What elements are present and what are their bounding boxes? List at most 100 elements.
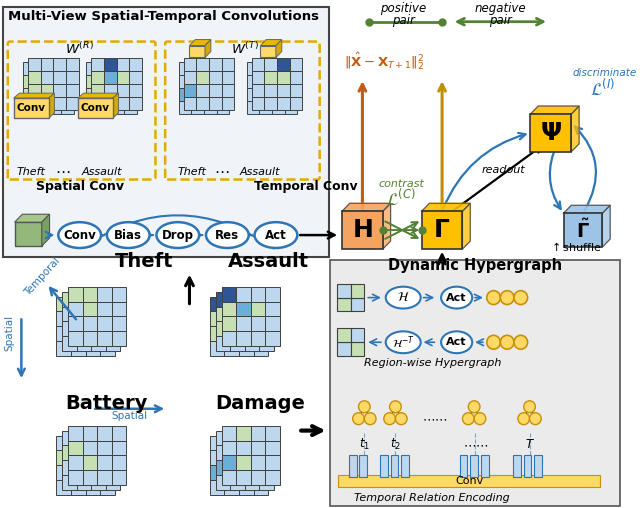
Bar [68,302,83,316]
Polygon shape [189,46,205,57]
Bar [216,446,230,460]
Text: Spatial Conv: Spatial Conv [36,180,124,194]
Bar [253,326,268,341]
Bar [217,101,229,114]
Bar [470,455,478,477]
Text: $W^{(T)}$: $W^{(T)}$ [231,42,259,57]
Text: Damage: Damage [216,394,305,413]
Bar [251,455,265,470]
Bar [204,62,217,75]
Ellipse shape [107,222,150,248]
Bar [97,331,112,346]
Bar [210,465,225,480]
Polygon shape [383,203,390,249]
Bar [49,62,61,75]
Bar [221,71,234,84]
Bar [62,292,77,306]
Text: negative: negative [475,2,526,15]
Bar [253,435,268,451]
Circle shape [487,335,500,349]
Bar [253,297,268,311]
Bar [56,480,71,495]
Circle shape [364,412,376,425]
Text: $\mathcal{L}^{(C)}$: $\mathcal{L}^{(C)}$ [387,188,416,209]
Bar [104,71,116,84]
Bar [225,341,239,356]
Bar [422,211,463,249]
Bar [216,475,230,490]
Bar [62,431,77,446]
Bar [221,426,236,440]
Bar [349,455,356,477]
Bar [92,431,106,446]
Bar [112,75,124,88]
Bar [184,71,196,84]
Bar [277,71,289,84]
Bar [99,62,112,75]
Bar [247,75,259,88]
Bar [56,435,71,451]
Bar [259,475,274,490]
Bar [179,101,191,114]
Bar [86,297,100,311]
Polygon shape [602,205,610,247]
Text: Bias: Bias [115,229,142,242]
Polygon shape [422,203,470,211]
Polygon shape [342,203,390,211]
Bar [236,426,251,440]
Bar [71,341,86,356]
Bar [239,297,253,311]
Bar [100,480,115,495]
Circle shape [514,335,527,349]
Bar [259,75,272,88]
Bar [77,322,92,336]
Bar [61,75,74,88]
Bar [92,84,104,97]
Bar [253,480,268,495]
Circle shape [463,412,474,425]
Bar [390,455,398,477]
Bar [97,302,112,316]
Text: pair: pair [489,14,512,27]
Bar [245,306,259,322]
Bar [36,75,49,88]
Text: $\cdots$: $\cdots$ [56,163,71,177]
Bar [196,58,209,71]
Text: $T$: $T$ [525,438,534,451]
Bar [116,97,129,110]
Text: Conv: Conv [63,229,96,242]
Bar [28,97,41,110]
Polygon shape [15,214,49,222]
Circle shape [468,401,480,412]
Circle shape [396,412,407,425]
Circle shape [384,412,396,425]
Polygon shape [49,93,54,118]
Text: Act: Act [265,229,287,242]
Bar [68,426,83,440]
Circle shape [518,412,529,425]
Bar [225,297,239,311]
Bar [239,311,253,326]
Bar [239,480,253,495]
Bar [179,88,191,101]
Text: discriminate: discriminate [572,68,636,78]
Text: Battery: Battery [66,394,148,413]
Bar [49,75,61,88]
Bar [216,431,230,446]
Bar [259,62,272,75]
Bar [68,287,83,302]
Text: Conv: Conv [81,103,109,113]
Bar [196,71,209,84]
Bar [49,88,61,101]
Bar [100,297,115,311]
Bar [106,475,120,490]
Bar [86,62,99,75]
Circle shape [358,401,370,412]
Bar [239,435,253,451]
Bar [513,455,521,477]
Bar [99,101,112,114]
Bar [285,101,298,114]
Bar [92,336,106,351]
Bar [265,287,280,302]
Bar [124,88,137,101]
